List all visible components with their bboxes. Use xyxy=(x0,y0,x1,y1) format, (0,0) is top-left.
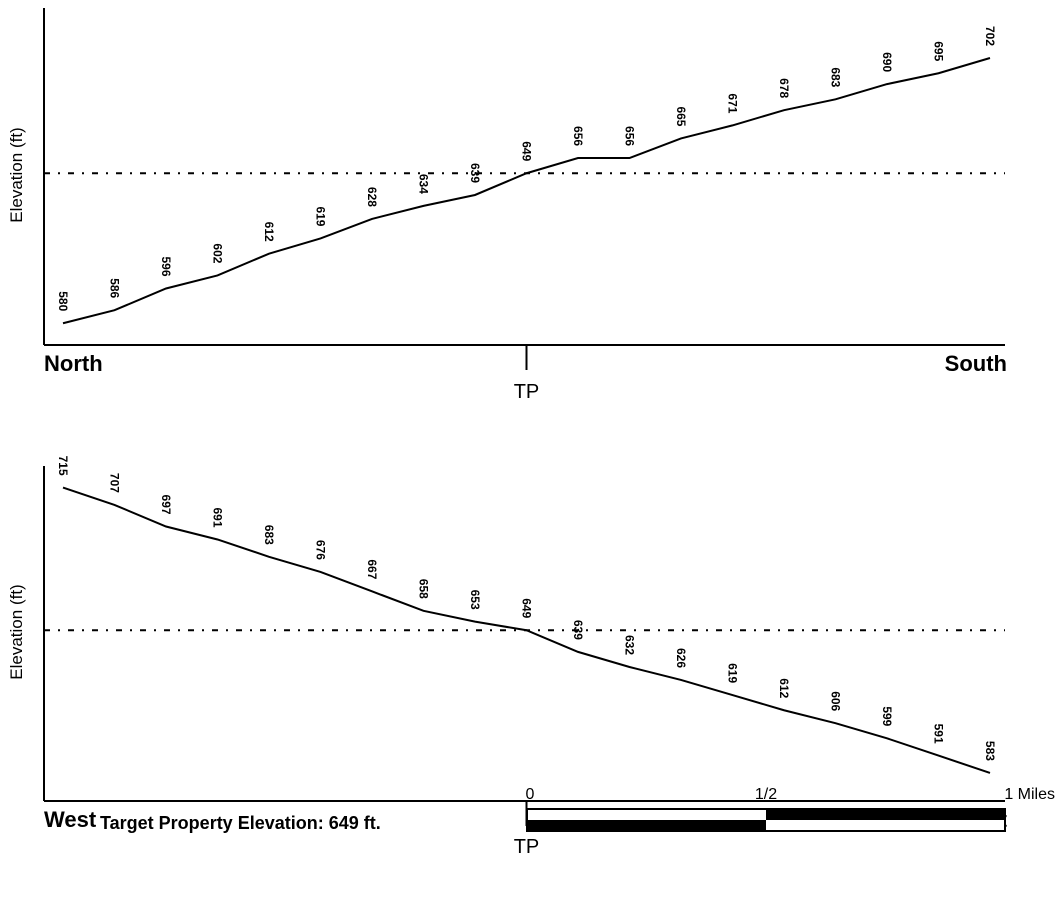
elevation-data-label: 697 xyxy=(159,495,173,515)
elevation-data-label: 683 xyxy=(262,525,276,545)
elevation-data-label: 649 xyxy=(520,141,534,161)
elevation-data-label: 599 xyxy=(880,706,894,726)
elevation-data-label: 639 xyxy=(468,163,482,183)
elevation-data-label: 658 xyxy=(417,579,431,599)
elevation-data-label: 715 xyxy=(56,456,70,476)
scale-bar-bottom-left-fill xyxy=(527,820,766,831)
scale-bar: 0 1/2 1 Miles xyxy=(526,786,1055,832)
elevation-data-label: 619 xyxy=(314,206,328,226)
elevation-data-label: 602 xyxy=(211,243,225,263)
target-property-elevation-label: Target Property Elevation: 649 ft. xyxy=(100,813,381,833)
elevation-data-label: 612 xyxy=(777,678,791,698)
elevation-profile-line xyxy=(62,57,991,325)
elevation-data-label: 702 xyxy=(983,26,997,46)
left-direction-label: West xyxy=(44,807,97,832)
elevation-data-label: 695 xyxy=(932,41,946,61)
scale-tick-label-1-miles: 1 Miles xyxy=(1004,786,1055,803)
elevation-data-label: 678 xyxy=(777,78,791,98)
elevation-data-label: 667 xyxy=(365,559,379,579)
elevation-profile-line xyxy=(62,486,991,774)
scale-bar-top-right-fill xyxy=(766,809,1005,820)
elevation-data-label: 649 xyxy=(520,598,534,618)
elevation-data-label: 707 xyxy=(108,473,122,493)
north-south-profile-panel: Elevation (ft) North South TP 580 586 596 602 61… xyxy=(7,8,1007,403)
tp-label: TP xyxy=(514,836,540,858)
elevation-data-label: 653 xyxy=(468,590,482,610)
elevation-data-label: 639 xyxy=(571,620,585,640)
elevation-data-label: 626 xyxy=(674,648,688,668)
elevation-data-label: 612 xyxy=(262,222,276,242)
elevation-data-label: 591 xyxy=(932,724,946,744)
tp-label: TP xyxy=(514,381,540,403)
west-east-profile-panel: Elevation (ft)WestEastTP7157076976916836… xyxy=(7,456,1008,858)
elevation-data-label: 580 xyxy=(56,291,70,311)
elevation-data-label: 656 xyxy=(571,126,585,146)
elevation-data-label: 628 xyxy=(365,187,379,207)
elevation-data-label: 632 xyxy=(623,635,637,655)
y-axis-label: Elevation (ft) xyxy=(7,127,26,222)
y-axis-label: Elevation (ft) xyxy=(7,584,26,679)
elevation-data-label: 596 xyxy=(159,256,173,276)
elevation-data-label: 634 xyxy=(417,174,431,194)
elevation-data-label: 606 xyxy=(829,691,843,711)
elevation-data-label: 676 xyxy=(314,540,328,560)
elevation-data-label: 665 xyxy=(674,106,688,126)
scale-tick-label-half: 1/2 xyxy=(755,786,777,803)
left-direction-label: North xyxy=(44,351,103,376)
elevation-data-label: 671 xyxy=(726,93,740,113)
elevation-data-label: 683 xyxy=(829,67,843,87)
elevation-data-label: 656 xyxy=(623,126,637,146)
scale-tick-label-0: 0 xyxy=(526,786,535,803)
elevation-data-label: 586 xyxy=(108,278,122,298)
elevation-data-label: 691 xyxy=(210,507,224,527)
elevation-data-label: 583 xyxy=(983,741,997,761)
right-direction-label: South xyxy=(945,351,1007,376)
elevation-data-label: 619 xyxy=(726,663,740,683)
elevation-data-label: 690 xyxy=(880,52,894,72)
